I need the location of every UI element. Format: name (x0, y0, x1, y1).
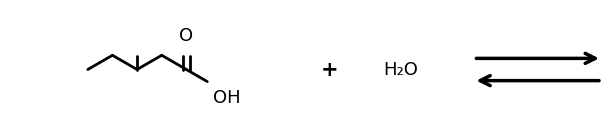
Text: +: + (321, 59, 338, 80)
Text: H₂O: H₂O (382, 60, 418, 79)
Text: OH: OH (213, 89, 241, 106)
Text: O: O (179, 27, 194, 45)
